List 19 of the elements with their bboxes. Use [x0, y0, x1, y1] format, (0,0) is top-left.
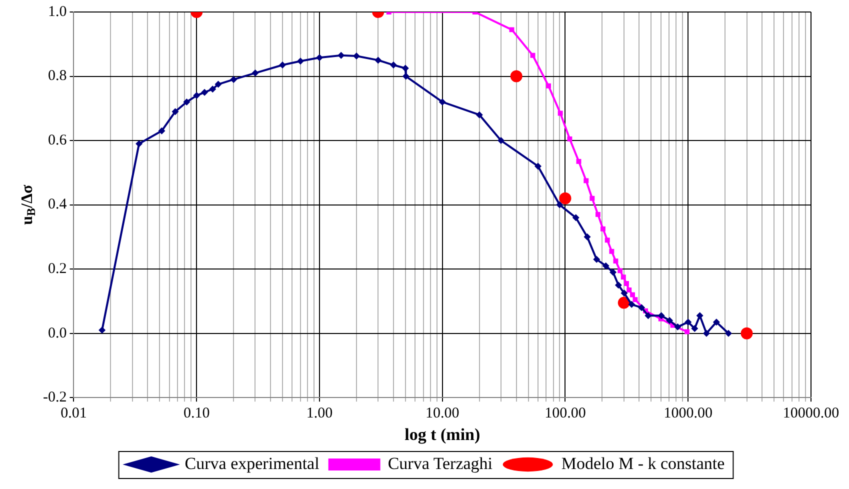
y-tick-label: 0.0 [48, 325, 67, 342]
y-tick-label: 0.2 [48, 261, 67, 278]
legend-label: Curva experimental [184, 454, 320, 473]
x-tick-label: 10.00 [426, 406, 460, 422]
x-tick-label: 10000.00 [782, 406, 840, 422]
y-tick-label: 1.0 [48, 4, 67, 20]
y-tick-label: 0.6 [48, 132, 68, 148]
legend-label: Curva Terzaghi [388, 454, 493, 473]
y-tick-label: 0.8 [48, 68, 67, 84]
x-tick-label: 0.10 [183, 406, 210, 422]
y-tick-label: -0.2 [42, 390, 67, 406]
y-axis-title: uB/Δσ [19, 184, 38, 225]
x-tick-label: 1.00 [306, 406, 333, 422]
legend-label: Modelo M - k constante [561, 454, 725, 473]
x-tick-label: 0.01 [60, 406, 87, 422]
y-tick-label: 0.4 [48, 196, 68, 213]
x-axis-title: log t (min) [404, 425, 480, 444]
x-tick-label: 1000.00 [664, 406, 712, 422]
x-tick-label: 100.00 [544, 406, 586, 422]
